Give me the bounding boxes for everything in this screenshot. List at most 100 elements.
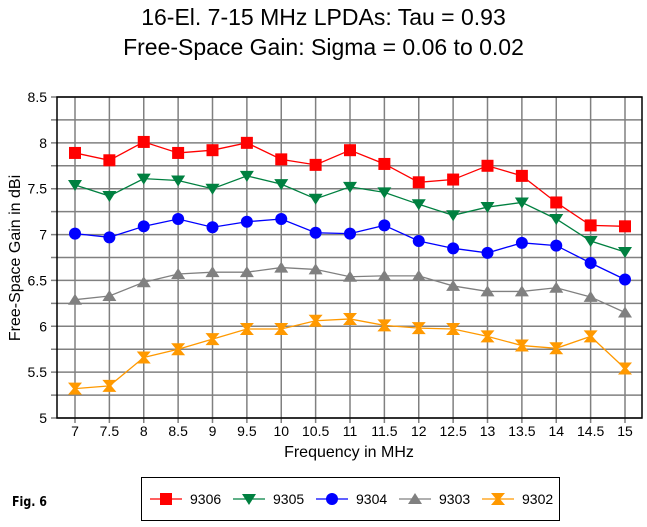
data-point-9305 [377,187,392,199]
data-point-9306 [309,158,322,171]
series-9305 [68,170,632,258]
legend [141,477,560,521]
chart-subtitle: Free-Space Gain: Sigma = 0.06 to 0.02 [123,34,524,60]
data-point-9303 [411,269,426,281]
data-point-9306 [275,153,288,166]
data-point-9305 [549,213,564,225]
x-tick-label: 13.5 [508,423,535,439]
data-point-9305 [274,179,289,191]
data-point-9305 [171,175,186,187]
data-point-9304 [515,236,528,249]
data-point-9305 [618,246,632,258]
plot-area-border [56,96,643,419]
data-point-9302 [205,333,220,346]
x-tick-label: 9.5 [237,423,257,439]
data-point-9304 [378,219,391,232]
data-point-9305 [514,197,529,209]
data-point-9306 [584,219,597,232]
data-point-9304 [240,215,253,228]
data-point-9303 [171,268,186,280]
x-tick-label: 11.5 [371,423,397,439]
data-point-9306 [550,196,563,209]
x-tick-label: 8 [140,423,148,439]
data-point-9302 [480,330,495,343]
data-point-9304 [69,227,81,240]
data-point-9305 [102,191,117,203]
data-point-9304 [619,273,631,286]
data-point-9305 [583,235,598,247]
series-group [68,135,632,395]
y-axis-label: Free-Space Gain in dBi [7,175,24,341]
data-point-9304 [550,239,563,252]
data-point-9304 [103,231,116,244]
data-point-9306 [412,176,425,189]
data-point-9305 [446,210,461,222]
y-tick-label: 6 [39,318,47,334]
x-tick-label: 8.5 [168,423,188,439]
data-point-9302 [239,323,254,336]
legend-marker [408,493,422,504]
series-9306 [69,135,631,233]
data-point-9306 [619,220,631,233]
x-tick-label: 10.5 [302,423,329,439]
legend-item-9302: 9302 [482,491,553,507]
chart-title: 16-El. 7-15 MHz LPDAs: Tau = 0.93 [141,4,506,30]
data-point-9306 [378,157,391,170]
series-9304 [69,212,631,286]
data-point-9303 [239,266,254,278]
data-point-9303 [583,290,598,302]
data-point-9302 [274,323,289,336]
data-point-9303 [618,306,632,318]
data-point-9302 [514,339,529,352]
data-point-9306 [240,136,253,149]
x-tick-label: 14 [548,423,564,439]
data-point-9306 [69,146,81,159]
x-tick-label: 9 [209,423,217,439]
data-point-9303 [549,281,564,293]
data-point-9302 [377,319,392,332]
data-point-9306 [172,146,185,159]
data-point-9304 [275,212,288,225]
data-point-9303 [68,293,82,305]
data-point-9306 [344,144,356,157]
y-tick-label: 5.5 [28,364,48,380]
x-axis-label: Frequency in MHz [284,444,414,461]
x-tick-label: 12 [411,423,427,439]
data-point-9303 [446,279,461,291]
data-point-9304 [309,226,322,239]
x-tick-label: 10 [273,423,289,439]
data-point-9303 [136,276,151,288]
x-tick-labels: 7 7.5 8 8.5 9 9.5 10 10.5 11 11.5 12 12.5 13 13.5 14 14… [71,423,633,439]
series-9303 [68,261,632,318]
data-point-9304 [172,212,185,225]
data-point-9305 [136,173,151,185]
legend-label: 9302 [522,491,553,507]
data-point-9306 [103,154,116,167]
y-tick-label: 8 [39,135,47,151]
legend-label: 9305 [273,491,304,507]
series-9302 [68,312,632,395]
y-tick-label: 7 [39,227,47,243]
data-point-9306 [447,173,460,186]
y-tick-labels: 5 5.5 6 6.5 7 7.5 8 8.5 [28,89,48,426]
legend-item-9306: 9306 [150,491,221,507]
data-point-9302 [583,330,598,343]
data-point-9302 [411,322,426,335]
data-point-9302 [446,323,461,336]
data-point-9305 [205,183,220,195]
data-point-9302 [102,379,117,392]
data-point-9303 [377,269,392,281]
data-point-9306 [515,169,528,182]
data-point-9303 [102,290,117,302]
y-tick-label: 5 [39,410,47,426]
data-point-9304 [584,257,597,270]
legend-items: 9306 9305 9304 9303 9302 [150,491,553,507]
data-point-9302 [618,362,632,375]
legend-item-9305: 9305 [233,491,304,507]
data-point-9306 [137,135,150,148]
x-tick-label: 15 [617,423,633,439]
data-point-9303 [308,263,323,275]
data-point-9304 [137,220,150,233]
data-point-9305 [239,170,254,182]
